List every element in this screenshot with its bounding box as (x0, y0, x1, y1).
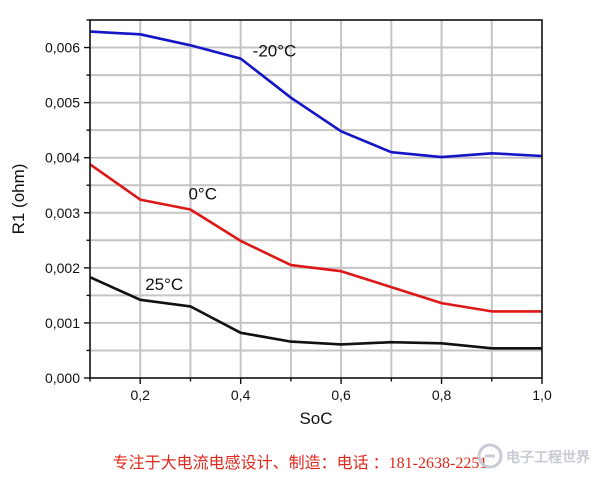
watermark-logo: 电子工程世界 (476, 441, 594, 471)
x-tick-label: 0,6 (331, 387, 351, 403)
series-lines (89, 30, 543, 350)
x-axis-title: SoC (299, 409, 332, 428)
line-chart: 0,2 0,4 0,6 0,8 1,0 0,000 0,001 0,002 0,003 0,004… (9, 19, 552, 428)
y-tick-label: 0,005 (45, 95, 80, 111)
tick-labels: 0,2 0,4 0,6 0,8 1,0 0,000 0,001 0,002 0,003 0,004… (45, 40, 552, 403)
x-tick-label: 0,8 (432, 387, 452, 403)
series-line-2 (89, 276, 542, 350)
watermark-logo-icon (477, 443, 503, 469)
y-tick-label: 0,003 (45, 205, 80, 221)
plot-frame (89, 19, 543, 379)
axis-ticks (84, 19, 543, 384)
series-line-1 (89, 163, 542, 313)
footer-contact-text: 专注于大电流电感设计、制造：电话 ：181-2638-2251 (112, 455, 488, 472)
series-line-0 (89, 30, 543, 159)
y-tick-label: 0,002 (45, 260, 80, 276)
series-labels: -20°C 0°C 25°C (145, 42, 296, 294)
plot-border (89, 19, 543, 379)
y-tick-label: 0,001 (45, 315, 80, 331)
series-label-2: 25°C (145, 275, 183, 294)
watermark-text: 电子工程世界 (506, 449, 591, 466)
chart-area: 0,2 0,4 0,6 0,8 1,0 0,000 0,001 0,002 0,003 0,004… (9, 19, 552, 428)
x-tick-label: 0,2 (130, 387, 150, 403)
series-label-1: 0°C (188, 184, 217, 203)
y-tick-label: 0,006 (45, 40, 80, 56)
series-label-0: -20°C (253, 42, 297, 61)
x-tick-label: 1,0 (532, 387, 552, 403)
y-tick-label: 0,004 (45, 150, 80, 166)
grid-lines (90, 20, 542, 378)
y-tick-label: 0,000 (45, 370, 80, 386)
x-tick-label: 0,4 (231, 387, 251, 403)
y-axis-title: R1 (ohm) (9, 164, 28, 235)
